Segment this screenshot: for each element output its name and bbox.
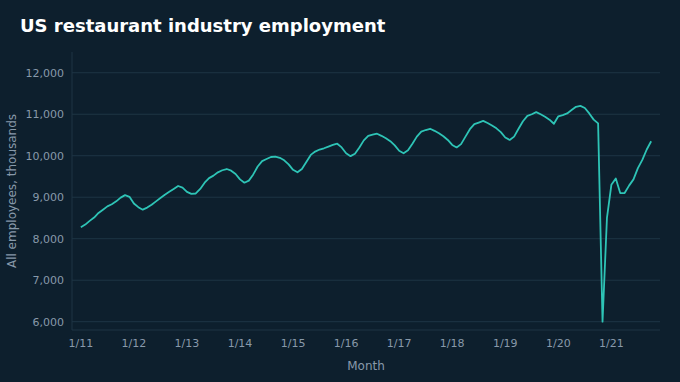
x-tick-label: 1/20 — [546, 337, 571, 350]
y-tick-label: 10,000 — [26, 150, 65, 163]
background — [0, 0, 680, 382]
grid-line — [72, 72, 660, 73]
y-tick-label: 7,000 — [33, 274, 65, 287]
x-tick-label: 1/16 — [334, 337, 359, 350]
x-tick-label: 1/17 — [387, 337, 412, 350]
y-tick-label: 8,000 — [33, 233, 65, 246]
title: US restaurant industry employment — [20, 15, 386, 36]
y-axis-line — [72, 52, 73, 330]
y-axis-label: All employees, thousands — [5, 114, 19, 268]
x-tick-label: 1/11 — [68, 337, 93, 350]
chart: 6,000 7,000 8,000 9,000 10,000 11,000 12,000 1/… — [0, 0, 680, 382]
grid-line — [72, 155, 660, 156]
y-tick-label: 9,000 — [33, 191, 65, 204]
y-tick-label: 12,000 — [26, 67, 65, 80]
grid-line — [72, 280, 660, 281]
grid-line — [72, 114, 660, 115]
y-tick-label: 6,000 — [33, 316, 65, 329]
x-tick-label: 1/18 — [440, 337, 465, 350]
x-tick-label: 1/13 — [175, 337, 200, 350]
plot-area — [81, 106, 651, 322]
x-tick-label: 1/12 — [122, 337, 147, 350]
x-axis-line — [72, 330, 660, 331]
x-tick-label: 1/15 — [281, 337, 306, 350]
x-tick-label: 1/19 — [493, 337, 518, 350]
grid-line — [72, 238, 660, 239]
x-tick-label: 1/21 — [599, 337, 624, 350]
x-axis-label: Month — [347, 359, 385, 373]
grid-line — [72, 321, 660, 322]
y-tick-label: 11,000 — [26, 108, 65, 121]
line — [81, 106, 651, 322]
x-tick-label: 1/14 — [228, 337, 253, 350]
